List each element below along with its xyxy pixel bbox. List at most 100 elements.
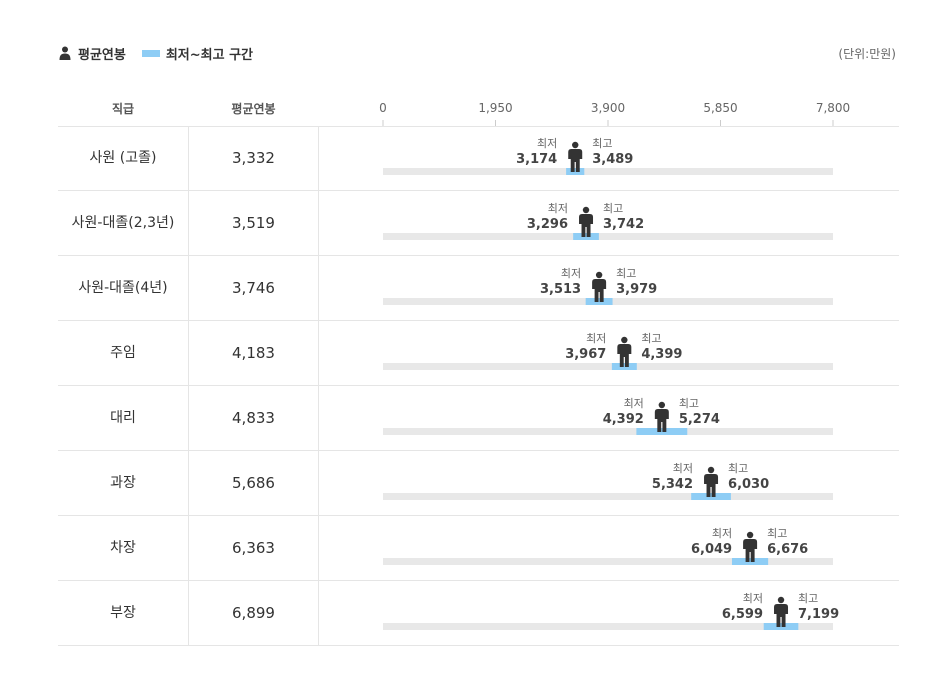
grade-cell: 부장	[58, 581, 189, 645]
grade-cell: 과장	[58, 451, 189, 515]
person-head	[621, 336, 628, 344]
range-bar	[585, 298, 613, 305]
range-track	[383, 168, 833, 175]
grade-cell: 사원 (고졸)	[58, 126, 189, 190]
range-bar	[731, 558, 769, 565]
min-value-label: 4,392	[603, 412, 644, 427]
min-value-label: 6,049	[691, 542, 732, 557]
range-track	[383, 428, 833, 435]
grade-cell: 주임	[58, 321, 189, 385]
range-bar	[566, 168, 585, 175]
table-row: 사원 (고졸) 3,332	[58, 126, 899, 191]
range-bar	[611, 363, 637, 370]
person-head	[658, 401, 666, 409]
x-tick-label: 0	[379, 101, 387, 115]
avg-salary-cell: 4,833	[189, 386, 319, 450]
range-track	[383, 233, 833, 240]
x-tick-label: 5,850	[703, 101, 737, 115]
max-caption: 최고	[592, 137, 612, 150]
person-icon	[59, 46, 71, 60]
avg-salary-cell: 3,746	[189, 256, 319, 320]
range-bar	[636, 428, 688, 435]
legend: 평균연봉 최저~최고 구간	[58, 44, 254, 63]
grade-cell: 사원-대졸(2,3년)	[58, 191, 189, 255]
avg-person-icon	[743, 531, 758, 562]
max-caption: 최고	[728, 462, 748, 475]
max-value-label: 6,030	[728, 477, 769, 492]
max-caption: 최고	[603, 202, 623, 215]
range-swatch-icon	[141, 49, 160, 57]
range-track	[383, 623, 833, 630]
max-value-label: 5,274	[679, 412, 720, 427]
table-row: 부장 6,899	[58, 581, 899, 646]
range-bar	[763, 623, 799, 630]
table-row: 사원-대졸(2,3년) 3,519	[58, 191, 899, 256]
unit-label: (단위:만원)	[838, 47, 896, 61]
table-row: 과장 5,686	[58, 451, 899, 516]
min-value-label: 3,513	[540, 282, 581, 297]
table-row: 대리 4,833	[58, 386, 899, 451]
avg-person-icon	[704, 466, 719, 497]
person-head	[707, 466, 715, 474]
table-body: 사원 (고졸) 3,332 사원-대졸(2,3년) 3,519 사원-대졸(4년) 3,7…	[58, 126, 899, 646]
max-caption: 최고	[798, 592, 818, 605]
header-grade: 직급	[111, 102, 135, 116]
min-value-label: 3,967	[565, 347, 606, 362]
person-head	[595, 271, 603, 279]
max-value-label: 3,979	[616, 282, 657, 297]
x-tick-label: 1,950	[478, 101, 512, 115]
person-body	[654, 409, 669, 432]
max-caption: 최고	[616, 267, 636, 280]
x-tick-label: 7,800	[816, 101, 850, 115]
min-caption: 최저	[743, 592, 763, 605]
max-caption: 최고	[767, 527, 787, 540]
avg-salary-cell: 3,519	[189, 191, 319, 255]
min-value-label: 6,599	[722, 607, 763, 622]
person-body	[704, 474, 719, 497]
avg-salary-cell: 6,899	[189, 581, 319, 645]
min-caption: 최저	[712, 527, 732, 540]
avg-salary-cell: 6,363	[189, 516, 319, 580]
person-body	[774, 604, 789, 627]
avg-person-icon	[617, 336, 632, 367]
header-avg: 평균연봉	[231, 102, 276, 116]
person-head	[572, 141, 579, 149]
grade-cell: 사원-대졸(4년)	[58, 256, 189, 320]
person-head	[777, 596, 785, 604]
max-value-label: 4,399	[641, 347, 682, 362]
person-head	[582, 206, 590, 214]
person-body	[592, 279, 607, 302]
avg-salary-cell: 3,332	[189, 126, 319, 190]
min-caption: 최저	[548, 202, 568, 215]
max-value-label: 6,676	[767, 542, 808, 557]
person-body	[568, 149, 583, 172]
table-row: 차장 6,363	[58, 516, 899, 581]
max-value-label: 3,489	[592, 152, 633, 167]
avg-person-icon	[568, 141, 583, 172]
person-body	[579, 214, 594, 237]
range-track	[383, 493, 833, 500]
min-caption: 최저	[561, 267, 581, 280]
min-value-label: 5,342	[652, 477, 693, 492]
grade-cell: 차장	[58, 516, 189, 580]
table-header: 직급 평균연봉	[58, 92, 899, 127]
avg-salary-cell: 5,686	[189, 451, 319, 515]
avg-salary-cell: 4,183	[189, 321, 319, 385]
max-caption: 최고	[641, 332, 661, 345]
person-body	[743, 539, 758, 562]
avg-person-icon	[592, 271, 607, 302]
min-caption: 최저	[586, 332, 606, 345]
min-caption: 최저	[673, 462, 693, 475]
range-bar	[573, 233, 599, 240]
max-value-label: 3,742	[603, 217, 644, 232]
legend-range-label: 최저~최고 구간	[165, 47, 254, 63]
grade-cell: 대리	[58, 386, 189, 450]
avg-person-icon	[774, 596, 789, 627]
range-track	[383, 363, 833, 370]
legend-avg-label: 평균연봉	[78, 47, 126, 63]
range-bar	[691, 493, 731, 500]
x-tick-label: 3,900	[591, 101, 625, 115]
min-caption: 최저	[537, 137, 557, 150]
